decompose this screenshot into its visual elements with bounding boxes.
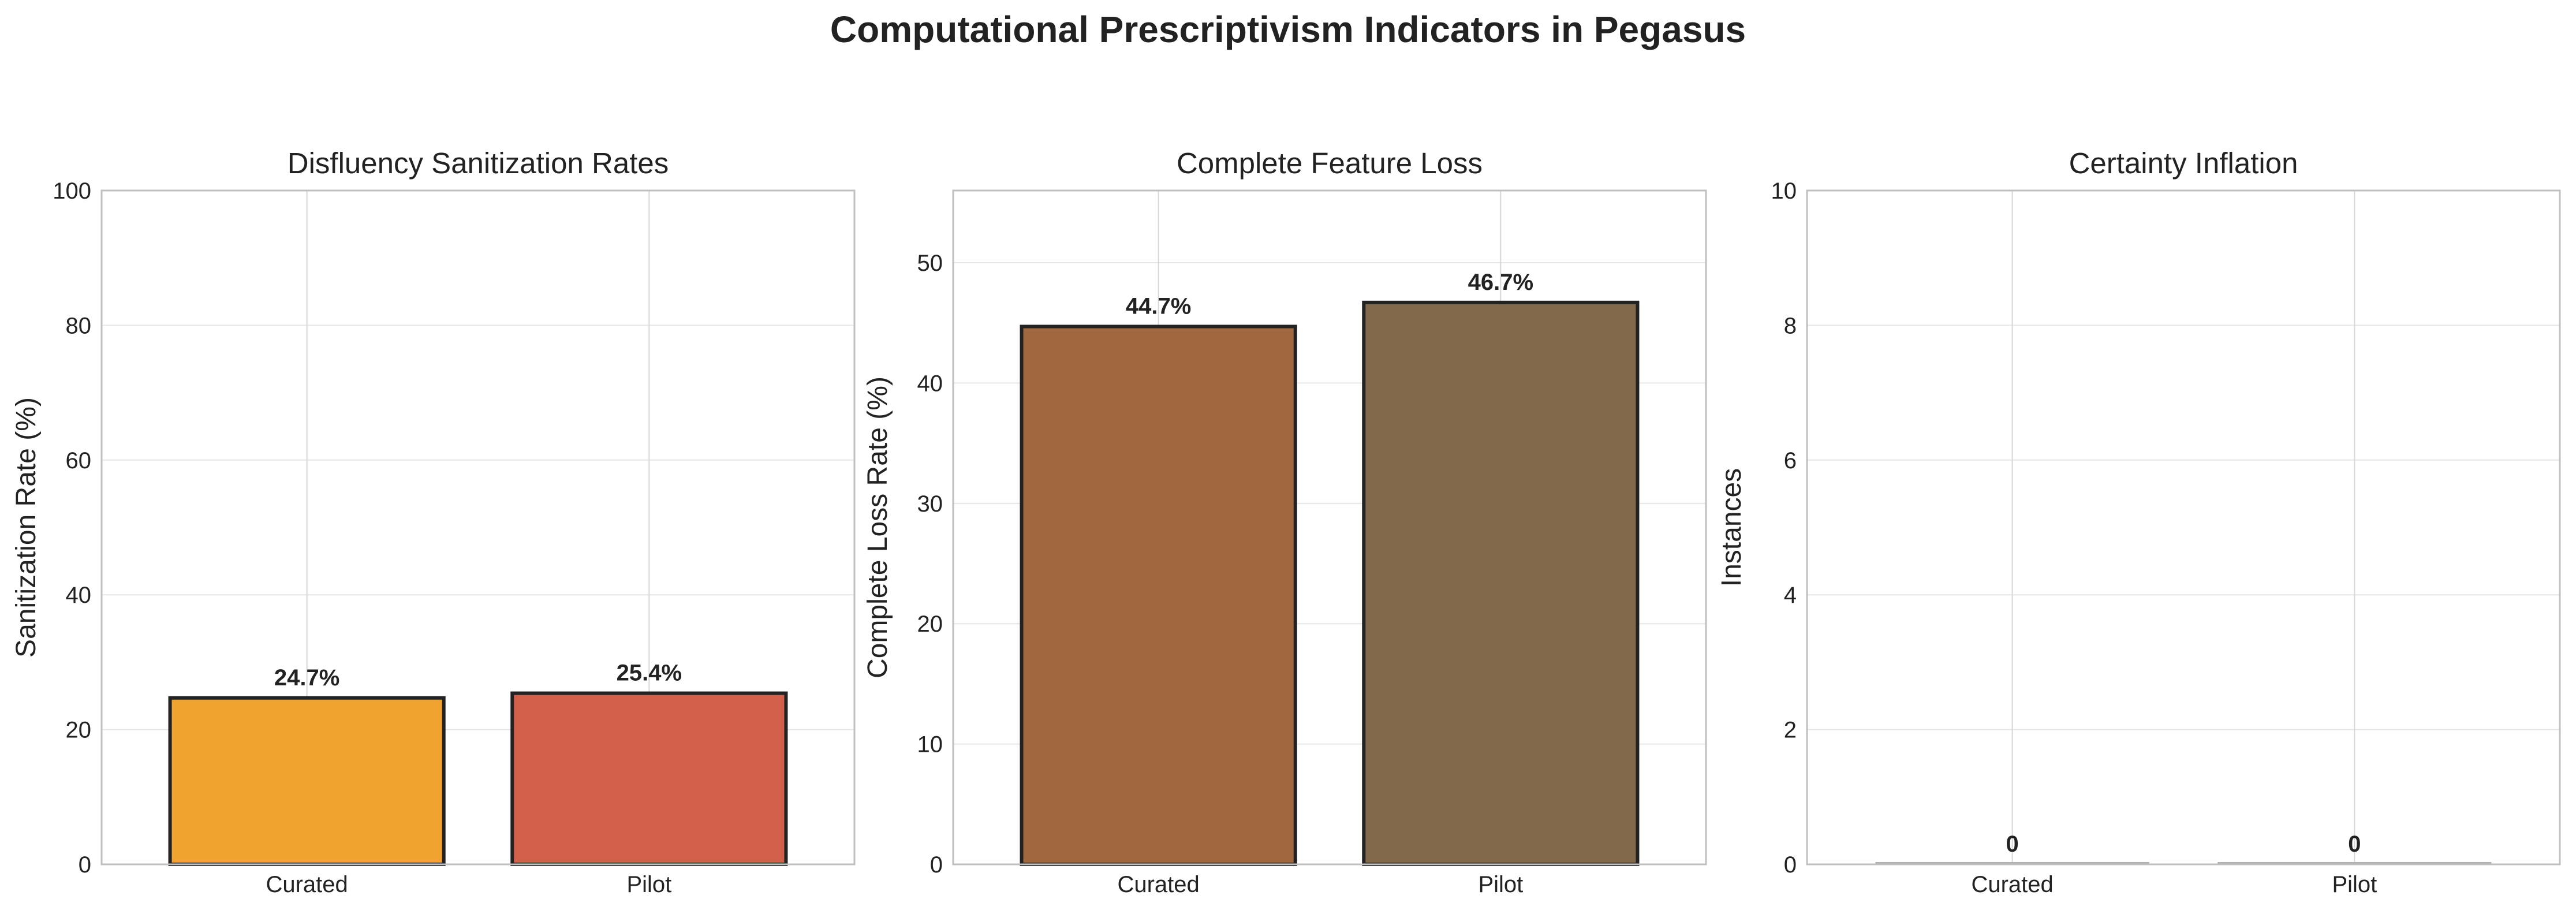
y-axis-label: Instances [1716, 468, 1747, 587]
data-label: 46.7% [1468, 270, 1533, 295]
data-label: 0 [2348, 831, 2361, 857]
x-tick-label: Curated [266, 872, 348, 897]
plot-frame [952, 189, 1707, 865]
figure-title: Computational Prescriptivism Indicators … [830, 9, 1746, 50]
panel-title: Certainty Inflation [2069, 147, 2298, 180]
y-tick-label: 10 [917, 732, 943, 758]
data-label: 24.7% [274, 665, 339, 691]
panel-title: Complete Feature Loss [1177, 147, 1483, 180]
x-tick-label: Pilot [2332, 872, 2377, 897]
x-tick-label: Curated [1117, 872, 1199, 897]
y-tick-label: 10 [1771, 178, 1797, 204]
y-tick-label: 20 [917, 611, 943, 637]
y-tick-label: 0 [1784, 852, 1797, 878]
y-tick-label: 30 [917, 491, 943, 517]
data-label: 44.7% [1126, 293, 1191, 319]
y-tick-label: 50 [917, 251, 943, 276]
y-tick-label: 0 [930, 852, 943, 878]
y-tick-label: 20 [66, 718, 92, 743]
y-axis-label: Complete Loss Rate (%) [863, 376, 893, 678]
data-label: 25.4% [617, 661, 682, 686]
x-tick-label: Curated [1971, 872, 2053, 897]
y-tick-label: 80 [66, 313, 92, 338]
y-tick-label: 100 [53, 178, 91, 204]
x-tick-label: Pilot [1478, 872, 1523, 897]
bar-pilot [510, 691, 788, 867]
y-tick-label: 0 [79, 852, 91, 878]
data-label: 0 [2006, 831, 2019, 857]
y-tick-label: 2 [1784, 718, 1797, 743]
y-axis-label: Sanitization Rate (%) [11, 397, 42, 658]
x-tick-label: Pilot [626, 872, 671, 897]
panel-title: Disfluency Sanitization Rates [288, 147, 669, 180]
plot-frame [1806, 189, 2561, 865]
y-tick-label: 40 [917, 371, 943, 396]
y-tick-label: 40 [66, 583, 92, 608]
bar-pilot [1362, 300, 1640, 866]
bar-curated [1020, 324, 1297, 866]
y-tick-label: 8 [1784, 313, 1797, 338]
plot-frame [100, 189, 856, 865]
y-tick-label: 60 [66, 448, 92, 473]
y-tick-label: 6 [1784, 448, 1797, 473]
y-tick-label: 4 [1784, 583, 1797, 608]
bar-curated [168, 696, 446, 866]
